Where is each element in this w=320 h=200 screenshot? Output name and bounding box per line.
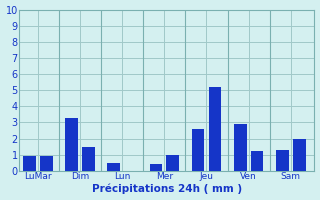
Bar — [293, 139, 306, 171]
Bar — [234, 124, 246, 171]
Bar — [40, 156, 52, 171]
Bar — [107, 163, 120, 171]
Bar — [149, 164, 162, 171]
Bar — [65, 118, 78, 171]
Bar — [209, 87, 221, 171]
X-axis label: Précipitations 24h ( mm ): Précipitations 24h ( mm ) — [92, 184, 242, 194]
Bar — [192, 129, 204, 171]
Bar — [82, 147, 95, 171]
Bar — [276, 150, 289, 171]
Bar — [166, 155, 179, 171]
Bar — [23, 156, 36, 171]
Bar — [251, 151, 263, 171]
